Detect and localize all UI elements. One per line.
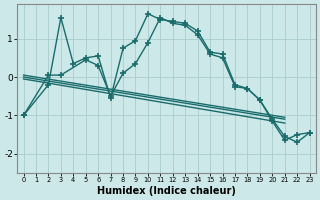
X-axis label: Humidex (Indice chaleur): Humidex (Indice chaleur) bbox=[97, 186, 236, 196]
